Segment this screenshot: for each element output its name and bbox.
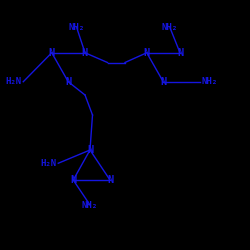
Text: NH₂: NH₂ bbox=[202, 77, 218, 86]
Text: NH₂: NH₂ bbox=[69, 23, 85, 32]
Text: NH₂: NH₂ bbox=[82, 200, 98, 209]
Text: N: N bbox=[177, 48, 183, 58]
Text: N: N bbox=[144, 48, 150, 58]
Text: N: N bbox=[82, 48, 88, 58]
Text: H₂N: H₂N bbox=[40, 159, 56, 168]
Text: N: N bbox=[65, 77, 71, 87]
Text: NH₂: NH₂ bbox=[162, 23, 178, 32]
Text: N: N bbox=[87, 145, 93, 155]
Text: N: N bbox=[107, 175, 113, 185]
Text: N: N bbox=[70, 175, 76, 185]
Text: N: N bbox=[160, 77, 166, 87]
Text: H₂N: H₂N bbox=[5, 77, 21, 86]
Text: N: N bbox=[48, 48, 55, 58]
